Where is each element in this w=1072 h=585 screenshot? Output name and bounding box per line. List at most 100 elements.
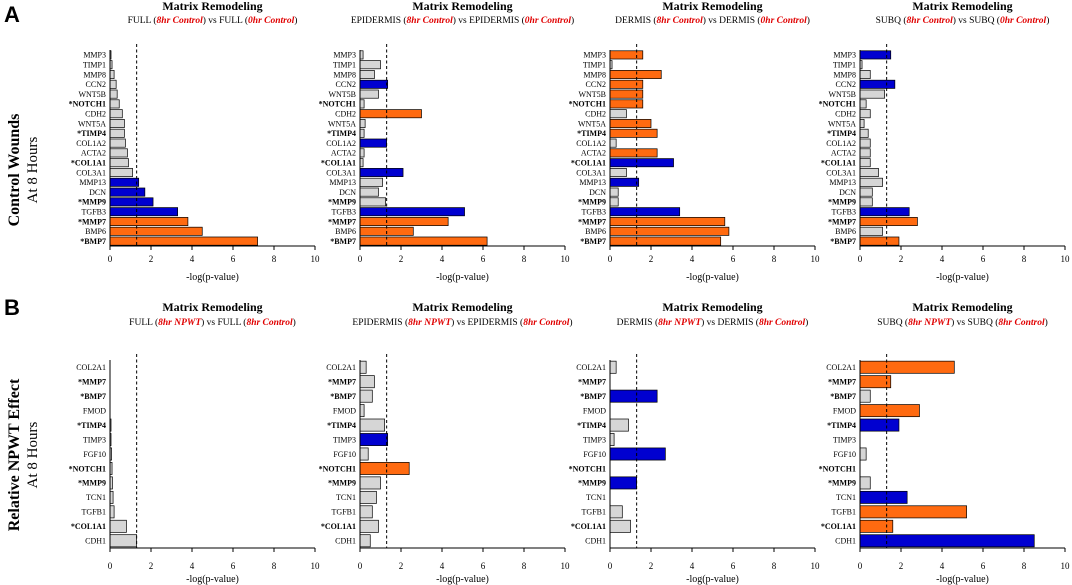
bar	[109, 217, 189, 226]
gene-label: *MMP9	[828, 479, 856, 488]
x-tick-label: 4	[690, 254, 695, 264]
x-tick-label: 10	[311, 561, 321, 571]
subtitle-prefix: FULL (	[128, 15, 157, 26]
gene-label: *NOTCH1	[819, 100, 856, 109]
bar	[859, 148, 871, 158]
chart-title: Matrix Remodeling	[162, 300, 262, 314]
x-tick-label: 6	[731, 561, 736, 571]
bar	[859, 534, 1035, 548]
x-tick-label: 8	[272, 254, 277, 264]
gene-label: TGFB3	[832, 208, 856, 217]
x-tick-label: 8	[272, 561, 277, 571]
gene-label: WNT5A	[828, 119, 856, 128]
gene-label: TIMP1	[83, 61, 106, 70]
bar	[859, 505, 967, 519]
x-tick-label: 8	[522, 561, 527, 571]
bar	[609, 217, 726, 226]
gene-label: *BMP7	[330, 392, 356, 401]
bar	[859, 138, 871, 148]
gene-label: TGFB3	[332, 208, 356, 217]
gene-label: FGF10	[83, 450, 106, 459]
gene-label: *NOTCH1	[319, 464, 356, 473]
bar	[609, 119, 652, 128]
bar	[359, 187, 379, 197]
gene-label: *MMP7	[78, 217, 106, 226]
chart-subtitle: DERMIS (8hr Control) vs DERMIS (0hr Cont…	[615, 15, 810, 26]
bar	[609, 177, 640, 187]
bar	[359, 207, 465, 217]
gene-label: *MMP9	[578, 198, 606, 207]
gene-label: *NOTCH1	[69, 464, 106, 473]
gene-label: MMP8	[583, 70, 606, 79]
x-tick-label: 6	[481, 254, 486, 264]
bar	[359, 236, 488, 246]
bar	[609, 505, 623, 519]
bar	[359, 389, 373, 403]
x-tick-label: 8	[1022, 254, 1027, 264]
gene-label: MMP3	[583, 51, 606, 60]
gene-label: *COL1A1	[71, 522, 106, 531]
x-tick-label: 2	[399, 254, 404, 264]
subtitle-prefix: FULL (	[129, 317, 158, 328]
gene-label: *COL1A1	[571, 522, 606, 531]
gene-label: COL3A1	[326, 168, 356, 177]
chart-subtitle: FULL (8hr NPWT) vs FULL (8hr Control)	[129, 317, 296, 328]
subtitle-suffix: )	[571, 15, 574, 26]
gene-label: MMP13	[829, 178, 856, 187]
bar	[859, 236, 900, 246]
gene-label: *MMP7	[328, 377, 356, 386]
bar	[109, 207, 179, 217]
subtitle-prefix: EPIDERMIS (	[352, 317, 408, 328]
gene-label: COL1A2	[576, 139, 606, 148]
bar	[859, 389, 871, 403]
gene-label: FGF10	[833, 450, 856, 459]
gene-label: *TIMP4	[827, 421, 856, 430]
bar	[109, 99, 120, 109]
chart-title: Matrix Remodeling	[912, 300, 1012, 314]
bar	[859, 375, 892, 389]
x-tick-label: 6	[231, 561, 236, 571]
bar	[609, 360, 617, 374]
gene-label: *COL1A1	[821, 159, 856, 168]
bar	[359, 70, 375, 79]
gene-label: MMP3	[333, 51, 356, 60]
gene-label: FMOD	[83, 406, 106, 415]
x-tick-label: 4	[940, 561, 945, 571]
gene-label: COL1A2	[326, 139, 356, 148]
gene-label: *TIMP4	[77, 129, 106, 138]
bar	[109, 519, 127, 533]
bar	[359, 447, 369, 461]
gene-label: COL2A1	[576, 363, 606, 372]
gene-label: CDH1	[585, 537, 606, 546]
x-tick-label: 4	[690, 561, 695, 571]
subtitle-middle: ) vs EPIDERMIS (	[451, 317, 523, 328]
x-axis-label: -log(p-value)	[436, 272, 489, 283]
x-tick-label: 2	[149, 561, 154, 571]
bar	[609, 418, 629, 432]
gene-label: WNT5A	[78, 119, 106, 128]
x-tick-label: 2	[149, 254, 154, 264]
gene-label: TIMP1	[583, 61, 606, 70]
gene-label: TGFB1	[582, 508, 606, 517]
chart-title: Matrix Remodeling	[912, 0, 1012, 13]
chart-title: Matrix Remodeling	[662, 300, 762, 314]
chart-title: Matrix Remodeling	[412, 300, 512, 314]
subtitle-condition-a: 8hr NPWT	[158, 318, 202, 328]
x-tick-label: 8	[772, 561, 777, 571]
x-tick-label: 2	[649, 561, 654, 571]
bar	[109, 158, 129, 168]
x-tick-label: 2	[399, 561, 404, 571]
x-tick-label: 2	[899, 561, 904, 571]
bar	[609, 447, 666, 461]
gene-label: ACTA2	[81, 149, 106, 158]
panel-letter-a: A	[4, 2, 20, 27]
chart-title: Matrix Remodeling	[412, 0, 512, 13]
gene-label: *COL1A1	[321, 159, 356, 168]
bar	[859, 79, 896, 89]
x-tick-label: 10	[1061, 254, 1071, 264]
x-tick-label: 4	[190, 561, 195, 571]
x-tick-label: 0	[108, 254, 113, 264]
gene-label: COL2A1	[76, 363, 106, 372]
gene-label: CCN2	[836, 80, 856, 89]
